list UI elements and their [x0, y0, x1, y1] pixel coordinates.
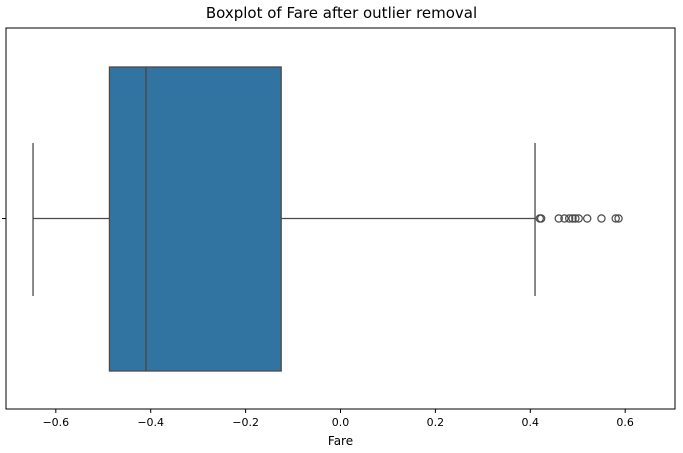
x-tick-label: 0.6	[616, 416, 634, 429]
x-tick-label: −0.6	[42, 416, 69, 429]
outlier-point	[571, 214, 580, 223]
x-tick-label: 0.2	[427, 416, 445, 429]
x-axis-label: Fare	[328, 434, 353, 448]
iqr-box	[108, 66, 282, 372]
outlier-point	[560, 214, 569, 223]
outlier-point	[614, 214, 623, 223]
outlier-point	[597, 214, 606, 223]
x-tick-label: 0.4	[522, 416, 540, 429]
outlier-point	[583, 214, 592, 223]
x-tick-label: −0.2	[232, 416, 259, 429]
outlier-point	[537, 214, 546, 223]
outlier-point	[564, 214, 574, 223]
x-tick-label: 0.0	[332, 416, 350, 429]
x-tick-label: −0.4	[137, 416, 164, 429]
outlier-point	[611, 214, 620, 223]
outlier-point	[568, 214, 577, 223]
outlier-point	[574, 214, 583, 223]
outlier-point	[554, 214, 563, 223]
chart-title: Boxplot of Fare after outlier removal	[205, 4, 478, 22]
chart-marks	[32, 66, 623, 372]
chart-axes: −0.6 −0.4 −0.2 0.0 0.2 0.4 0.6 Fare	[2, 27, 676, 448]
